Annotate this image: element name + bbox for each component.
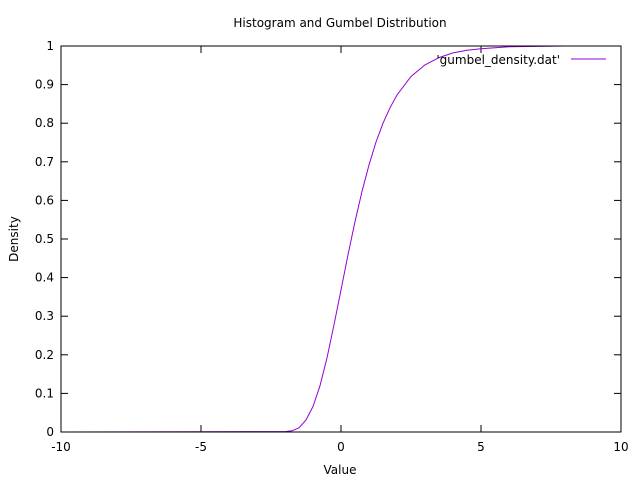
x-tick-label: 10 — [613, 440, 628, 454]
plot-border — [60, 45, 622, 433]
x-tick-label: -5 — [195, 440, 207, 454]
y-tick-label: 1 — [46, 39, 54, 53]
x-tick-label: -10 — [51, 440, 71, 454]
y-tick-label: 0.4 — [35, 271, 54, 285]
y-tick-label: 0.5 — [35, 232, 54, 246]
legend: 'gumbel_density.dat' — [436, 53, 606, 67]
y-tick-label: 0.2 — [35, 348, 54, 362]
axis-ticks: -10 -5 0 5 10 0 0.1 0.2 0.3 0.4 0.5 0.6 0.7 0.8 0.9 1 — [35, 39, 629, 454]
y-tick-label: 0.6 — [35, 193, 54, 207]
chart-title: Histogram and Gumbel Distribution — [233, 16, 446, 30]
x-axis-label: Value — [324, 463, 357, 477]
series-line — [60, 45, 607, 433]
x-tick-label: 0 — [337, 440, 345, 454]
series-layer — [60, 45, 607, 433]
y-tick-label: 0.3 — [35, 309, 54, 323]
legend-label: 'gumbel_density.dat' — [436, 53, 560, 67]
y-tick-label: 0.1 — [35, 386, 54, 400]
y-tick-label: 0.7 — [35, 155, 54, 169]
y-tick-label: 0.8 — [35, 116, 54, 130]
x-tick-label: 5 — [477, 440, 485, 454]
y-axis-label: Density — [7, 216, 21, 262]
y-tick-label: 0 — [46, 425, 54, 439]
y-tick-label: 0.9 — [35, 78, 54, 92]
